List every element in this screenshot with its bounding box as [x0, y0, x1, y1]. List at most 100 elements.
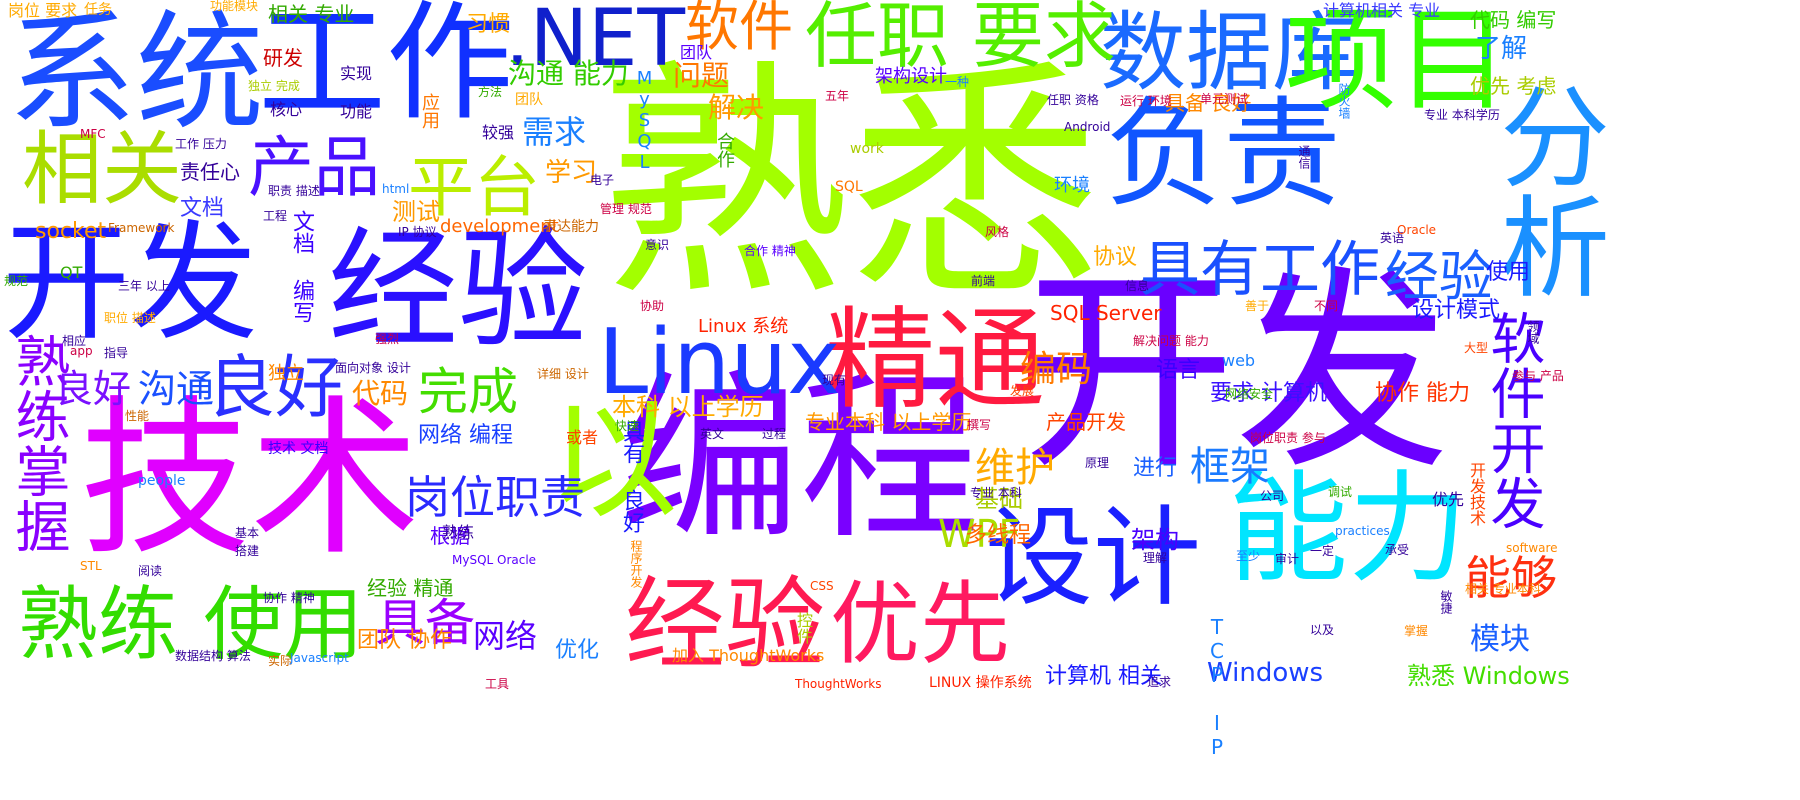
- word-jiben: 基本: [235, 526, 260, 540]
- word-yuyan: 语言: [1156, 358, 1201, 383]
- word-mianxiang-duixiang: 面向对象 设计: [335, 361, 411, 375]
- word-hezuo: 合作: [714, 132, 735, 168]
- word-xinxi: 信息: [1125, 279, 1150, 293]
- word-zhuiqiu: 追求: [1147, 675, 1172, 689]
- word-kongjian: 控件: [794, 612, 813, 644]
- word-youxian-small: 优先: [1432, 490, 1465, 509]
- word-yiding: 一定: [1310, 544, 1335, 558]
- word-chanpin: 产品: [248, 129, 380, 206]
- word-gangwei-yaoqiu: 岗位 要求: [8, 1, 78, 20]
- word-juyou-lianghao: 具有 良好: [619, 420, 644, 533]
- word-zhiwei-miaoshu: 职位 描述: [104, 311, 156, 325]
- word-yizhong: 一种: [945, 75, 970, 89]
- word-xiangxi-sheji: 详细 设计: [537, 367, 589, 381]
- word-yishi: 意识: [645, 238, 670, 252]
- word-hezuo-jingshen: 合作 精神: [744, 244, 796, 258]
- word-kaifa-large: 开发: [1020, 247, 1450, 498]
- word-tuandui-purple: 团队: [680, 43, 713, 62]
- word-duoxiancheng: 多线程: [965, 523, 1032, 548]
- word-jubei-lianghao: 具备 良好: [1165, 91, 1252, 115]
- word-gangwei-canyu: 岗位职责 参与: [1250, 431, 1326, 445]
- word-kuaisu: 快速: [615, 419, 640, 433]
- word-qianglie: 强烈: [375, 332, 400, 346]
- word-kaifa-jishu: 开发技术: [1467, 462, 1486, 526]
- word-shulian-shiyong: 熟练 使用: [18, 578, 364, 671]
- word-canyu-chanpin: 参与 产品: [1512, 369, 1564, 383]
- word-jisuanji-xiangguan: 计算机 相关: [1045, 664, 1162, 689]
- word-zhidao: 指导: [104, 346, 129, 360]
- word-tuandui-xiezuo: 团队 协作: [357, 628, 452, 653]
- word-zhize-miaoshu: 职责 描述: [268, 184, 320, 198]
- word-shiji: 实际: [268, 654, 293, 668]
- word-gongsi: 公司: [1260, 489, 1285, 503]
- word-sql-server: SQL Server: [1050, 301, 1162, 325]
- word-daxing: 大型: [1464, 341, 1489, 355]
- word-yiji: 以及: [1310, 623, 1335, 637]
- word-dajian: 搭建: [235, 544, 260, 558]
- word-renwu: 任务: [84, 2, 112, 18]
- word-xiezhu: 协助: [640, 299, 665, 313]
- word-wangluo: 网络: [473, 617, 538, 655]
- word-tongxin: 通信: [1297, 145, 1311, 169]
- word-gongzuo-yali: 工作 压力: [175, 137, 227, 151]
- word-shuju-jiegou: 数据结构 算法: [175, 649, 251, 663]
- word-hexin: 核心: [270, 100, 303, 119]
- word-chengshou: 承受: [1385, 543, 1410, 557]
- word-renzhi-zige: 任职 资格: [1047, 93, 1099, 107]
- word-huanjing: 环境: [1054, 175, 1090, 196]
- word-genju: 根据: [430, 524, 470, 548]
- word-linux-caozuo: LINUX 操作系统: [929, 675, 1032, 691]
- word-zhuanye-benke-xueli: 专业 本科学历: [1424, 108, 1500, 122]
- word-mysql-oracle: MySQL Oracle: [452, 553, 537, 567]
- word-gongneng: 功能: [340, 102, 373, 121]
- word-duli-wancheng: 独立 完成: [248, 79, 300, 93]
- word-xiezuo-jingshen: 协作 精神: [263, 591, 315, 605]
- word-javascript: Javascript: [290, 651, 349, 665]
- word-jubei: 具备: [375, 594, 475, 652]
- word-jiaoqiang: 较强: [482, 123, 515, 142]
- word-fazhan: 发展: [1010, 384, 1035, 398]
- word-xiangguan-benke: 相关 专业本科: [1465, 582, 1541, 596]
- word-mysql: MySQL: [634, 68, 655, 173]
- word-xieyi: 协议: [1093, 245, 1138, 270]
- word-zerenxin: 责任心: [180, 160, 240, 184]
- word-shulian-zhangwo: 熟练掌握: [6, 333, 70, 553]
- word-mfc: MFC: [80, 127, 106, 141]
- word-danyuan-ceshi: 单元测试: [1200, 92, 1249, 106]
- word-sheji-moshi: 设计模式: [1412, 298, 1501, 323]
- word-linux: Linux: [598, 310, 841, 415]
- word-thoughtworks: ThoughtWorks: [795, 677, 882, 691]
- word-zhuanxie: 撰写: [967, 418, 992, 432]
- word-fenxi: 分析: [1481, 80, 1609, 300]
- word-shanyu: 善于: [1245, 299, 1270, 313]
- word-jingyan-jingtong: 经验 精通: [367, 576, 454, 600]
- word-xiangguan-zhuanye: 相关 专业: [268, 2, 355, 26]
- word-tuandui-orange: 团队: [515, 92, 543, 108]
- word-xiangying: 相应: [62, 334, 87, 348]
- word-shenji: 审计: [1275, 552, 1300, 566]
- word-oracle: Oracle: [1397, 223, 1437, 237]
- word-wendang-bianxie: 文档 编写: [289, 210, 314, 323]
- word-web: web: [1222, 351, 1256, 370]
- word-wpf: WPF: [938, 512, 1021, 556]
- word-qianduan: 前端: [971, 274, 996, 288]
- word-wendang: 文档: [180, 196, 225, 221]
- word-xuexi: 学习: [545, 158, 598, 188]
- word-tiaoshi: 调试: [1328, 485, 1353, 499]
- word-youxian-kaolv: 优先 考虑: [1470, 74, 1557, 98]
- word-jiejue: 解决: [708, 91, 765, 124]
- word-shiyong: 使用: [1486, 260, 1531, 285]
- word-jisuanji-zhuanye: 计算机相关 专业: [1323, 1, 1441, 20]
- word-fangfa: 方法: [478, 85, 503, 99]
- word-duli: 独立: [268, 363, 304, 384]
- word-jichu: 基础: [975, 485, 1023, 513]
- word-sannian-yishang: 三年 以上: [118, 279, 170, 293]
- word-jiaru-thoughtworks: 加入 ThoughtWorks: [672, 646, 825, 665]
- word-zhangwo: 掌握: [1404, 624, 1429, 638]
- word-people: people: [138, 473, 186, 489]
- word-chanpin-kaifa: 产品开发: [1046, 410, 1126, 434]
- word-fanghuoqiang: 防火墙: [1337, 83, 1351, 119]
- word-shuxi-windows: 熟悉 Windows: [1407, 662, 1570, 690]
- word-qt: QT: [60, 263, 83, 282]
- word-fengge: 风格: [985, 225, 1010, 239]
